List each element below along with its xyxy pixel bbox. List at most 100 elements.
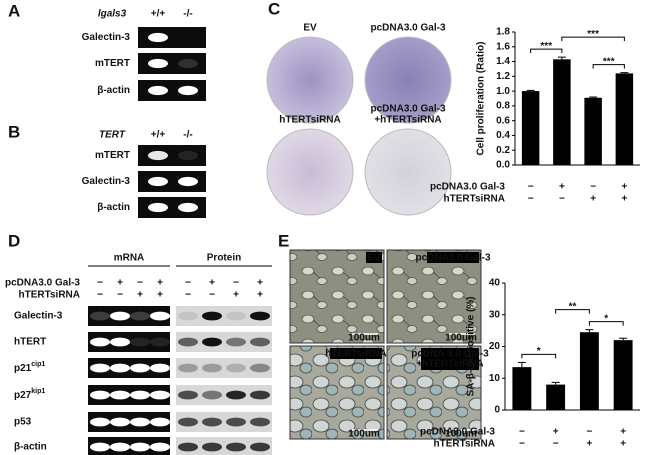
condition-sign: + <box>137 290 143 301</box>
bar <box>584 97 602 165</box>
y-tick-label: 1.6 <box>496 41 510 52</box>
condition-sign: − <box>97 278 103 289</box>
gel-band <box>202 337 222 347</box>
gel-band <box>90 417 110 427</box>
y-axis-label: Cell proliferation (Ratio) <box>476 42 487 156</box>
gel-band <box>90 311 110 321</box>
condition-sign: + <box>157 278 163 289</box>
gel-band <box>90 442 110 452</box>
condition-sign: − <box>185 278 191 289</box>
significance-bracket <box>561 36 625 42</box>
gel-lane-strip <box>176 412 272 432</box>
gel-band <box>110 417 130 427</box>
gel-lane-strip <box>138 145 206 166</box>
row-label: mTERT <box>95 150 130 161</box>
significance-bracket <box>530 48 563 54</box>
gel-band <box>148 150 168 161</box>
row-label-main: p21 <box>14 363 32 374</box>
gel-band <box>178 363 198 373</box>
condition-sign: − <box>586 427 592 438</box>
gel-lane-strip <box>176 306 272 326</box>
gel-band <box>202 442 222 452</box>
error-bar <box>557 56 566 60</box>
condition-sign: − <box>137 278 143 289</box>
gel-band <box>178 311 198 321</box>
genotype: -/- <box>183 130 192 141</box>
gel-band <box>90 390 110 400</box>
y-tick-label: 20 <box>489 341 501 352</box>
row-label: hTERT <box>14 337 46 348</box>
condition-sign: − <box>233 278 239 289</box>
gel-band <box>226 311 246 321</box>
gel-band <box>110 311 130 321</box>
genotype: -/- <box>183 9 192 20</box>
significance-bracket <box>521 353 557 359</box>
y-tick-label: 0.8 <box>496 101 510 112</box>
gel-band <box>130 417 150 427</box>
condition-sign: − <box>519 427 525 438</box>
micrograph-label: hTERTsiRNA <box>325 349 386 360</box>
plate-label: EV <box>303 23 317 34</box>
gel-band <box>150 442 170 452</box>
bar <box>579 332 599 410</box>
gel-band <box>250 390 270 400</box>
gel-lane-strip <box>138 197 206 218</box>
bar <box>615 73 634 165</box>
condition-sign: − <box>590 182 596 193</box>
error-bar <box>589 96 598 98</box>
scale-bar-label: 100um <box>348 333 380 344</box>
gel-band <box>150 417 170 427</box>
significance-label: *** <box>603 56 615 67</box>
condition-sign: + <box>257 278 263 289</box>
micrograph-label: pcDNA3.0 Gal-3 <box>415 253 490 264</box>
gel-band <box>90 363 110 373</box>
gel-band <box>148 32 168 43</box>
gel-band <box>202 417 222 427</box>
bar <box>613 340 633 410</box>
row-label: p21cip1 <box>14 361 45 374</box>
error-bar <box>620 72 629 74</box>
gel-band <box>178 58 198 69</box>
condition-sign: + <box>233 290 239 301</box>
group-label: Protein <box>207 253 241 264</box>
gel-band <box>150 337 170 347</box>
condition-sign: + <box>257 290 263 301</box>
gel-band <box>250 311 270 321</box>
gel-band <box>150 390 170 400</box>
panel-label: D <box>8 231 20 250</box>
condition-sign: + <box>621 182 627 193</box>
condition-name: hTERTsiRNA <box>434 439 495 450</box>
panel-label: C <box>268 0 280 18</box>
condition-sign: − <box>185 290 191 301</box>
micrograph-label: pcDNA 3.0 Gal-3 <box>411 349 489 360</box>
scale-bar-label: 100um <box>445 333 477 344</box>
condition-sign: − <box>559 194 565 205</box>
condition-sign: + <box>621 194 627 205</box>
error-bar <box>585 329 594 333</box>
gel-band <box>178 176 198 187</box>
condition-sign: + <box>590 194 596 205</box>
gel-lane-strip <box>176 358 272 378</box>
gel-band <box>130 311 150 321</box>
y-tick-label: 0 <box>494 405 500 416</box>
gel-band <box>130 363 150 373</box>
gel-band <box>148 202 168 213</box>
plate-label: pcDNA3.0 Gal-3 <box>370 23 445 34</box>
y-tick-label: 30 <box>489 309 501 320</box>
condition-sign: + <box>620 439 626 450</box>
plate-label: pcDNA3.0 Gal-3 <box>370 104 445 115</box>
y-tick-label: 1.4 <box>496 56 510 67</box>
gel-band <box>130 390 150 400</box>
gel-lane-strip <box>138 53 206 74</box>
gel-band <box>226 363 246 373</box>
row-label-sup: kip1 <box>31 388 45 395</box>
row-label: Galectin-3 <box>82 32 131 43</box>
gel-band <box>178 337 198 347</box>
error-bar <box>619 337 628 341</box>
y-tick-label: 0.0 <box>496 160 510 171</box>
gel-band <box>148 58 168 69</box>
error-bar <box>551 381 560 385</box>
gel-band <box>150 363 170 373</box>
gel-band <box>110 337 130 347</box>
gene-label: TERT <box>99 130 126 141</box>
